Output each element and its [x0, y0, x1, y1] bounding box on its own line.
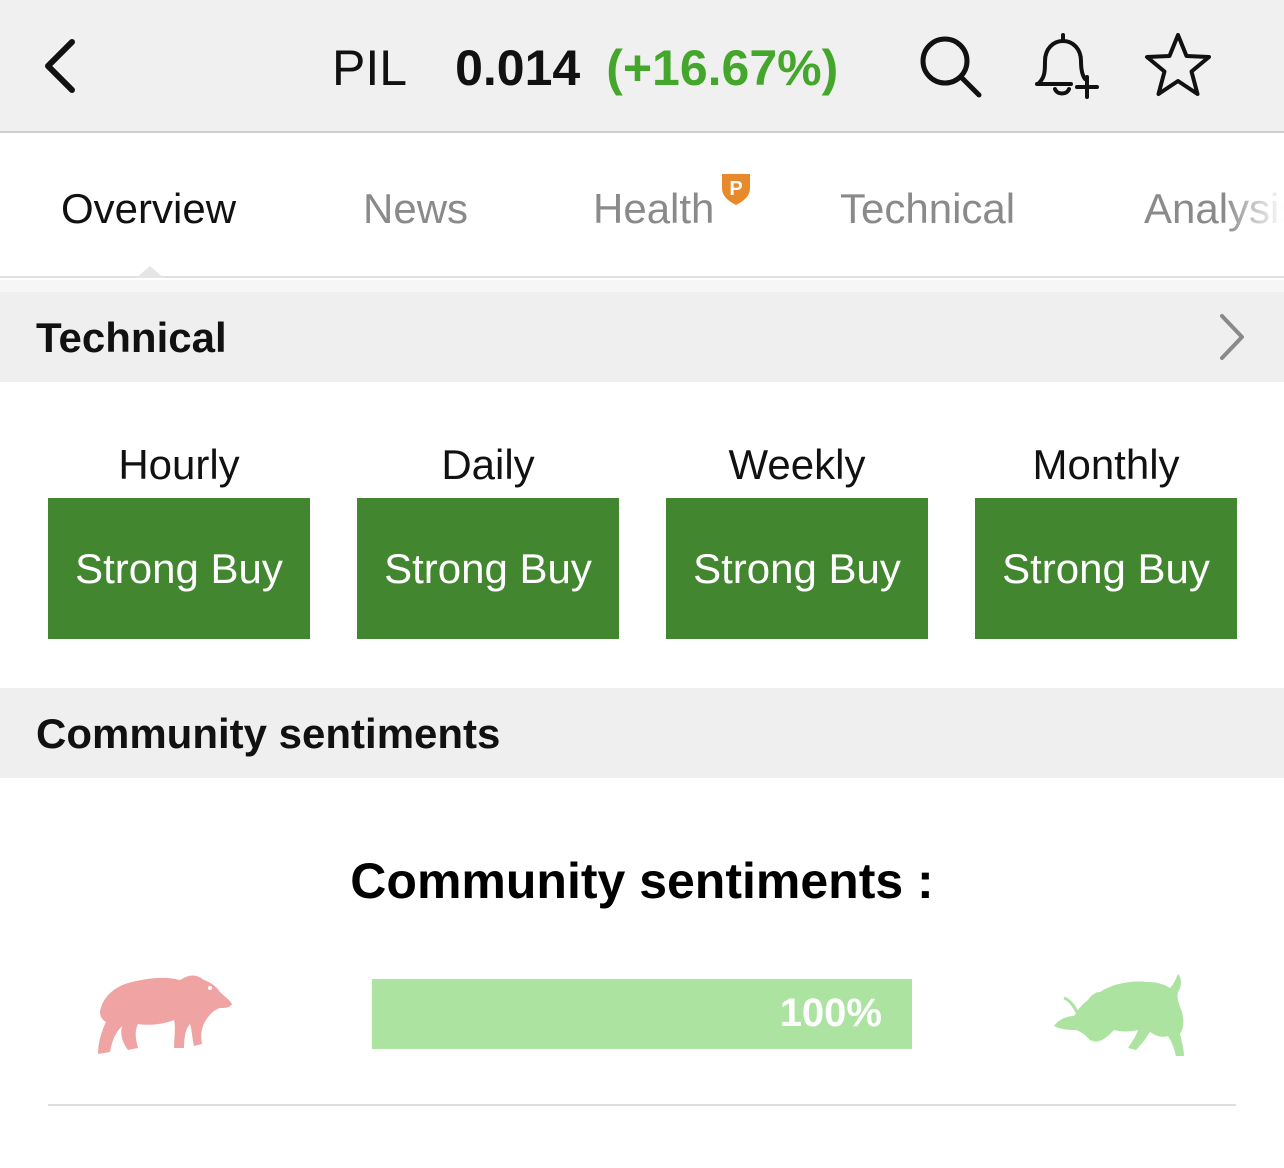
- signal-button[interactable]: Strong Buy: [357, 498, 619, 639]
- tab-analysis[interactable]: Analysis: [1144, 185, 1284, 232]
- signal-button[interactable]: Strong Buy: [666, 498, 928, 639]
- search-icon: [920, 36, 982, 98]
- bullish-percent: 100%: [779, 991, 882, 1035]
- bell-plus-icon: [1035, 33, 1099, 99]
- bottom-divider: [48, 1104, 1236, 1106]
- search-button[interactable]: [914, 30, 986, 102]
- back-chevron-icon: [45, 39, 75, 93]
- ticker-symbol: PIL: [332, 40, 408, 96]
- community-section-header: Community sentiments: [0, 688, 1284, 778]
- back-button[interactable]: [30, 30, 90, 102]
- tab-overview[interactable]: Overview: [61, 185, 237, 232]
- svg-text:P: P: [729, 178, 742, 200]
- price-change: (+16.67%): [606, 40, 839, 96]
- technical-monthly: Monthly Strong Buy: [975, 440, 1237, 639]
- watchlist-button[interactable]: [1142, 30, 1214, 102]
- quote-summary: PIL 0.014 (+16.67%): [332, 38, 838, 98]
- section-title: Community sentiments: [36, 710, 501, 757]
- active-tab-indicator: [136, 266, 164, 278]
- period-label: Monthly: [1032, 441, 1180, 488]
- tab-technical[interactable]: Technical: [840, 185, 1016, 232]
- technical-hourly: Hourly Strong Buy: [48, 440, 310, 639]
- period-label: Daily: [441, 441, 535, 488]
- section-gap: [0, 280, 1284, 292]
- pro-shield-icon: P: [722, 174, 750, 205]
- technical-weekly: Weekly Strong Buy: [666, 440, 928, 639]
- tab-bar: Overview News Health P Technical Analysi…: [0, 135, 1284, 278]
- technical-section-header[interactable]: Technical: [0, 292, 1284, 382]
- add-alert-button[interactable]: [1028, 30, 1100, 102]
- period-label: Hourly: [118, 441, 240, 488]
- section-title: Technical: [36, 314, 227, 361]
- last-price: 0.014: [455, 40, 581, 96]
- community-sentiment-title: Community sentiments :: [350, 853, 934, 909]
- bear-icon: [98, 975, 232, 1054]
- chevron-right-icon: [1220, 314, 1244, 360]
- bull-icon: [1054, 974, 1184, 1056]
- tab-news[interactable]: News: [363, 185, 469, 232]
- signal-button[interactable]: Strong Buy: [975, 498, 1237, 639]
- star-icon: [1145, 33, 1211, 96]
- technical-daily: Daily Strong Buy: [357, 440, 619, 639]
- bullish-fill: [372, 979, 912, 1049]
- signal-button[interactable]: Strong Buy: [48, 498, 310, 639]
- tab-health[interactable]: Health: [593, 185, 715, 232]
- sentiment-bar: 100%: [372, 979, 912, 1049]
- top-bar: PIL 0.014 (+16.67%): [0, 0, 1284, 133]
- period-label: Weekly: [728, 441, 866, 488]
